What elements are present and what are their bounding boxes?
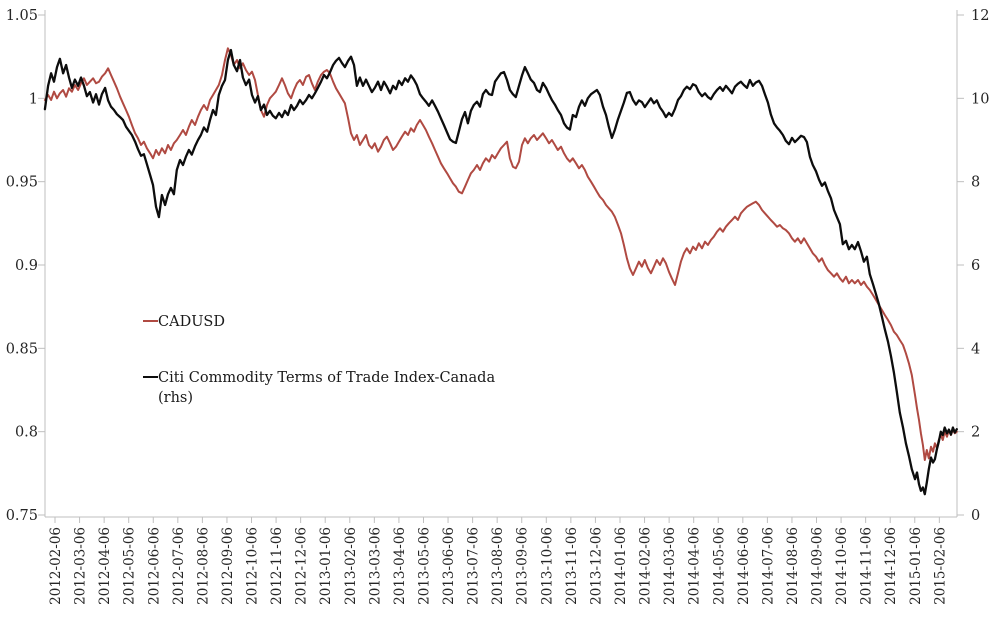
legend-item-cadusd: CADUSD [143,312,225,332]
x-axis-tick-label: 2014-04-06 [687,527,703,605]
x-axis-tick-label: 2013-07-06 [466,527,482,605]
x-axis-tick-label: 2014-03-06 [662,527,678,605]
x-axis-tick-label: 2013-11-06 [564,527,580,605]
right-axis-tick-label: 10 [971,91,989,107]
right-axis-tick-label: 12 [971,8,989,24]
x-axis-tick-label: 2012-04-06 [97,527,113,605]
citi-index-line [43,48,958,496]
right-axis-tick-label: 4 [971,341,980,357]
left-axis-tick-label: 1.05 [6,8,38,24]
x-axis-tick-label: 2012-08-06 [195,527,211,605]
x-axis-tick-label: 2013-09-06 [515,527,531,605]
x-axis-tick-label: 2014-11-06 [859,527,875,605]
legend-label-citi-line2: (rhs) [158,390,194,406]
x-axis-tick-label: 2013-08-06 [490,527,506,605]
x-axis-tick-label: 2014-06-06 [736,527,752,605]
left-axis-tick-label: 0.95 [6,175,38,191]
x-axis-tick-label: 2013-04-06 [392,527,408,605]
legend-item-citi-index: Citi Commodity Terms of Trade Index-Cana… [143,368,495,408]
x-axis-tick-label: 2014-02-06 [638,527,654,605]
x-axis-tick-label: 2012-06-06 [146,527,162,605]
x-axis-tick-label: 2012-03-06 [73,527,89,605]
cadusd-line [43,47,958,461]
x-axis-tick-label: 2014-07-06 [760,527,776,605]
left-axis-tick-label: 1 [29,91,38,107]
x-axis-tick-label: 2015-01-06 [908,527,924,605]
x-axis-tick-label: 2013-01-06 [318,527,334,605]
x-axis-tick-label: 2014-12-06 [883,527,899,605]
right-axis-tick-label: 0 [971,508,980,524]
x-axis-tick-label: 2013-03-06 [367,527,383,605]
x-axis-tick-label: 2013-05-06 [416,527,432,605]
legend-label-citi-index: Citi Commodity Terms of Trade Index-Cana… [158,368,495,408]
right-axis-tick-label: 8 [971,175,980,191]
x-axis-tick-label: 2013-10-06 [539,527,555,605]
x-axis-tick-label: 2014-10-06 [834,527,850,605]
x-axis-tick-label: 2014-08-06 [785,527,801,605]
x-axis-tick-label: 2012-07-06 [171,527,187,605]
right-axis-tick-label: 6 [971,258,980,274]
x-axis-tick-label: 2014-09-06 [810,527,826,605]
x-axis-tick-label: 2012-05-06 [122,527,138,605]
left-axis-tick-label: 0.9 [15,258,38,274]
legend-label-citi-line1: Citi Commodity Terms of Trade Index-Cana… [158,370,496,386]
cadusd-line-marker [143,320,158,323]
x-axis-tick-label: 2012-09-06 [220,527,236,605]
citi-line-marker [143,376,158,379]
x-axis-tick-label: 2012-10-06 [245,527,261,605]
left-axis-tick-label: 0.8 [15,425,38,441]
x-axis-tick-label: 2014-05-06 [711,527,727,605]
x-axis-tick-label: 2015-02-06 [932,527,948,605]
right-axis-tick-label: 2 [971,425,980,441]
x-axis-tick-label: 2013-12-06 [588,527,604,605]
legend-label-cadusd: CADUSD [158,314,225,330]
x-axis-tick-label: 2014-01-06 [613,527,629,605]
x-axis-tick-label: 2012-12-06 [294,527,310,605]
x-axis-tick-label: 2012-02-06 [48,527,64,605]
left-axis-tick-label: 0.85 [6,341,38,357]
left-axis-tick-label: 0.75 [6,508,38,524]
x-axis-tick-label: 2012-11-06 [269,527,285,605]
x-axis-tick-label: 2013-02-06 [343,527,359,605]
x-axis-tick-label: 2013-06-06 [441,527,457,605]
